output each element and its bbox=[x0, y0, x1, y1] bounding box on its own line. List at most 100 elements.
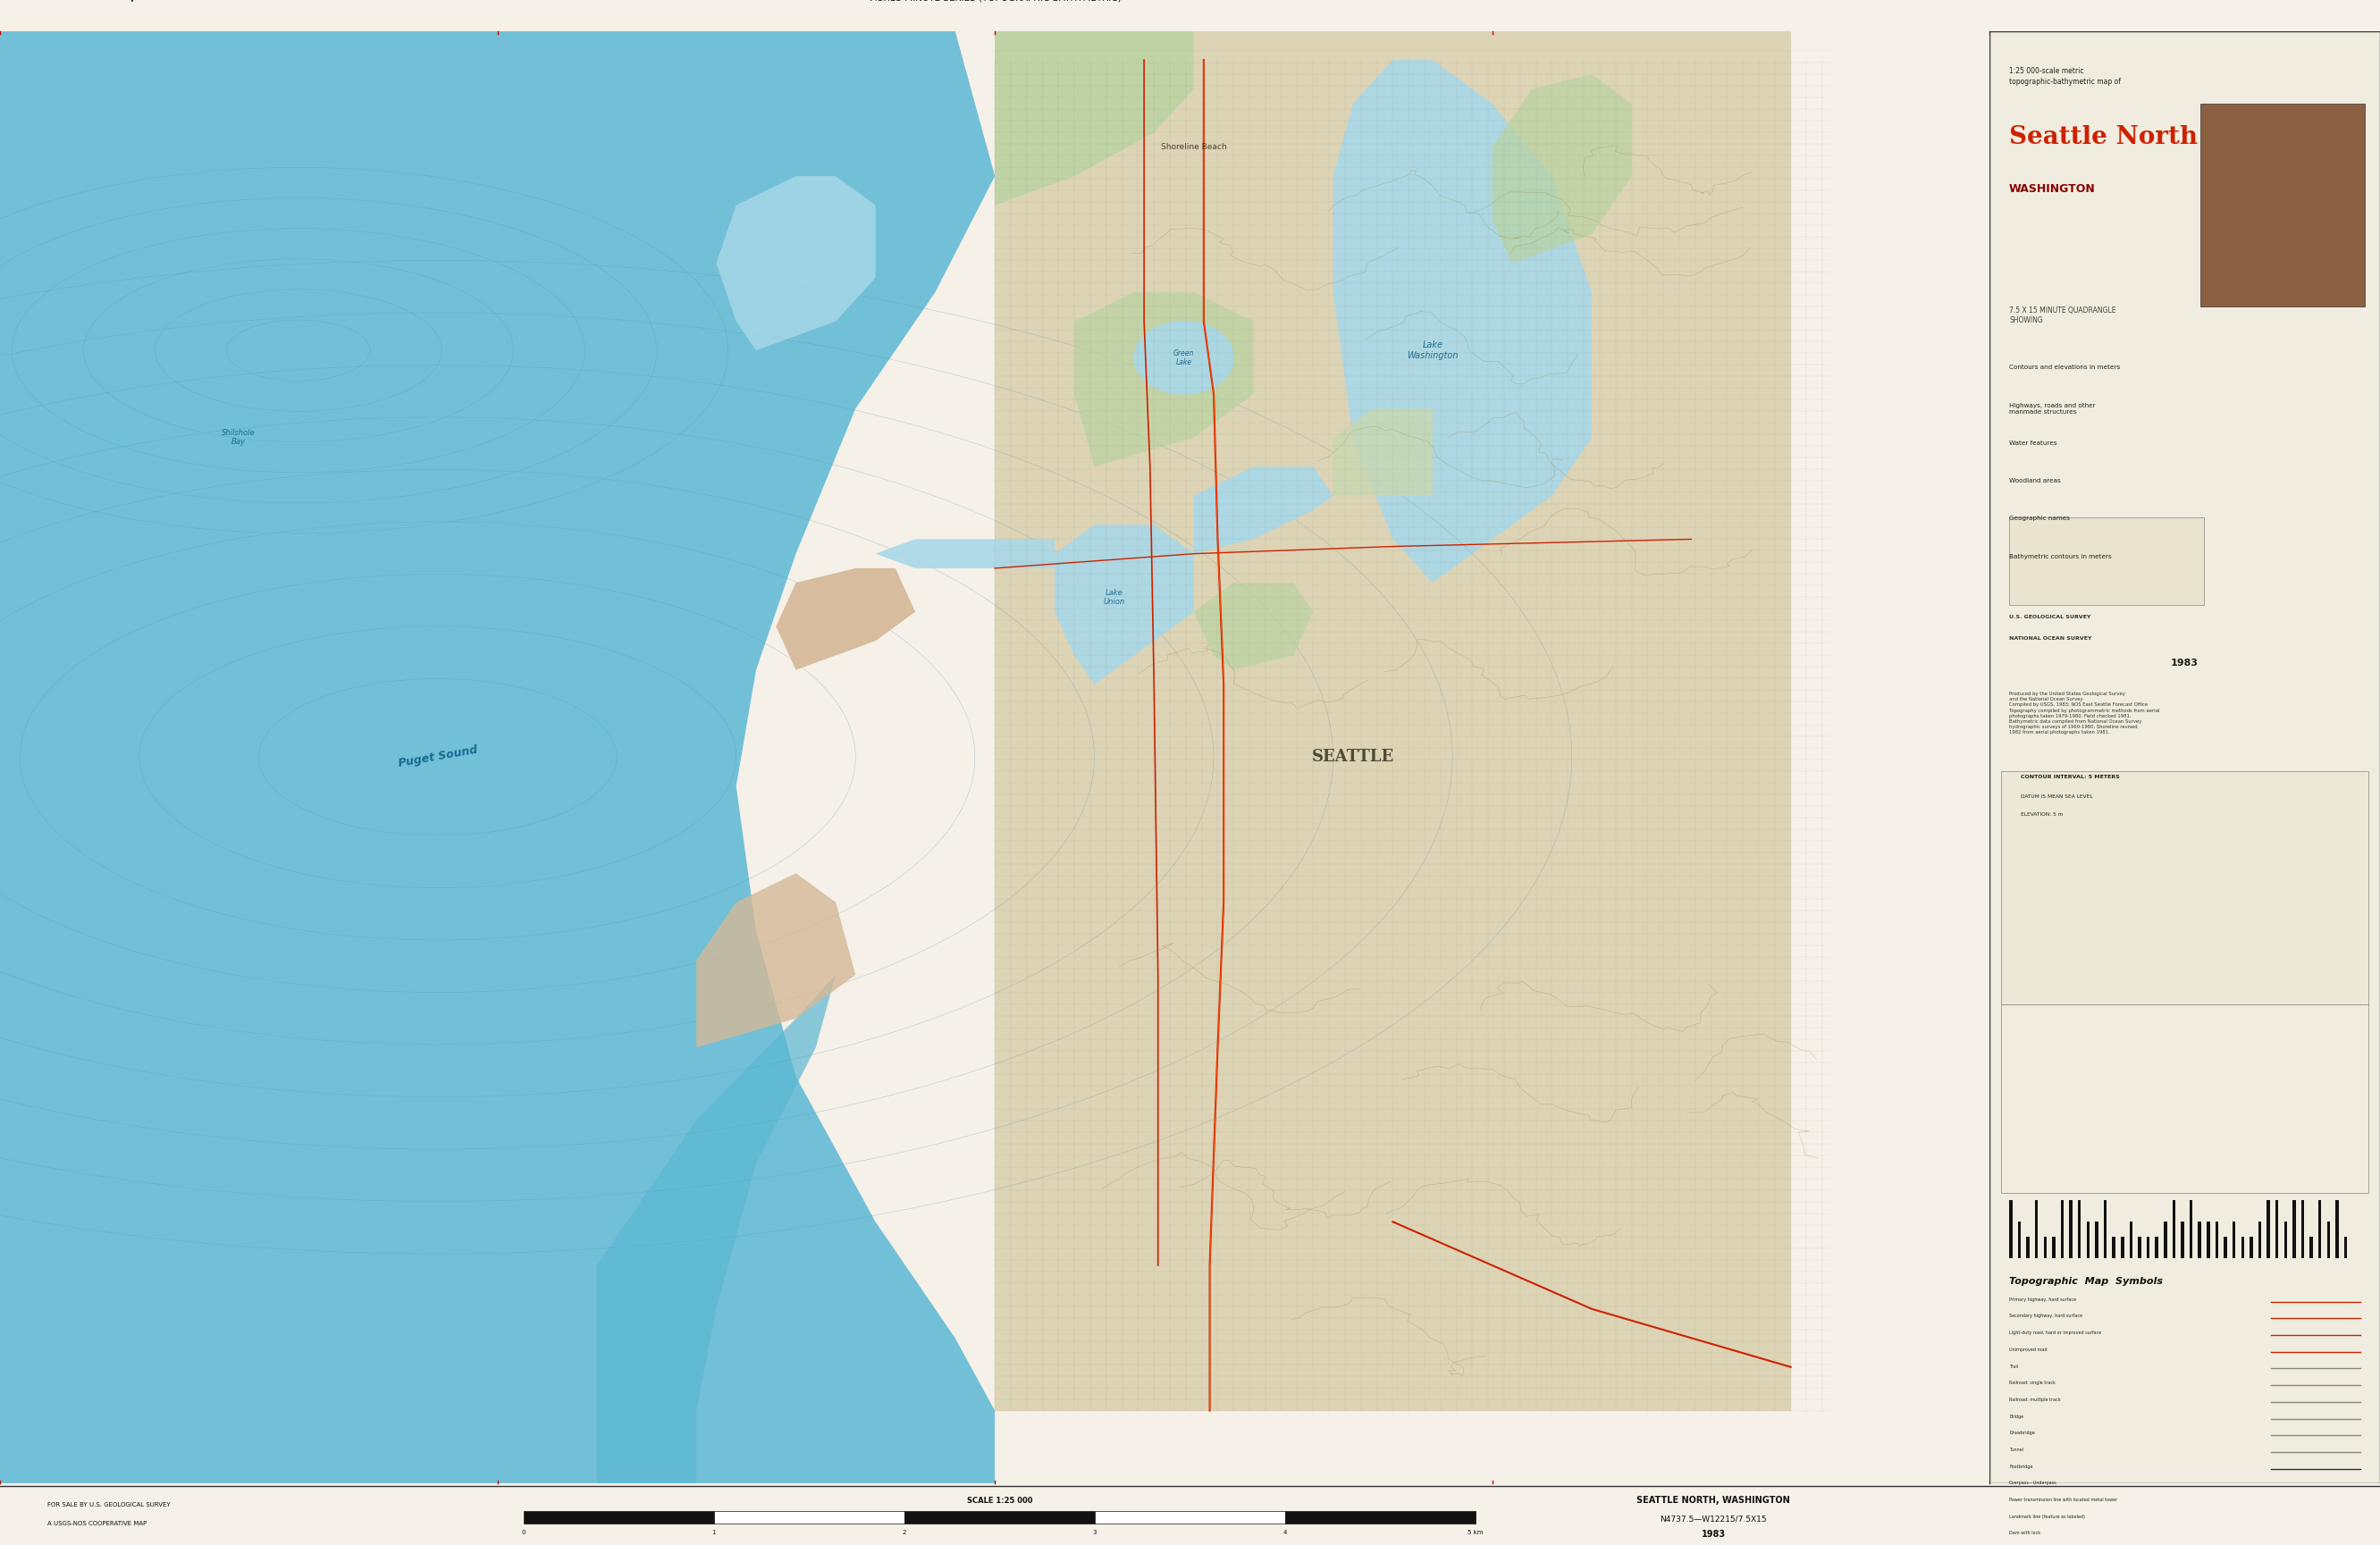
Text: 1: 1 bbox=[712, 1530, 716, 1536]
Circle shape bbox=[1135, 321, 1233, 394]
Text: Landmark line (feature as labeled): Landmark line (feature as labeled) bbox=[2009, 1514, 2085, 1519]
Polygon shape bbox=[716, 176, 876, 351]
Bar bbox=[2104, 1200, 2106, 1258]
Text: ELEVATION: 5 m: ELEVATION: 5 m bbox=[2021, 813, 2063, 817]
Polygon shape bbox=[1073, 292, 1254, 467]
Bar bbox=[2035, 1200, 2037, 1258]
Text: Dam with lock: Dam with lock bbox=[2009, 1531, 2040, 1536]
Bar bbox=[2180, 1222, 2185, 1258]
Bar bbox=[2318, 1200, 2320, 1258]
Text: Puget Sound: Puget Sound bbox=[397, 745, 478, 769]
Bar bbox=[2242, 1236, 2244, 1258]
Bar bbox=[2309, 1236, 2313, 1258]
Text: Bathymetric contours in meters: Bathymetric contours in meters bbox=[2009, 553, 2111, 559]
Text: SEATTLE NORTH, WASHINGTON: SEATTLE NORTH, WASHINGTON bbox=[1637, 1496, 1790, 1505]
Bar bbox=[2052, 1236, 2056, 1258]
Bar bbox=[2266, 1200, 2271, 1258]
Bar bbox=[2009, 518, 2204, 604]
Text: Primary highway, hard surface: Primary highway, hard surface bbox=[2009, 1298, 2075, 1302]
Bar bbox=[2061, 1200, 2063, 1258]
Text: DATUM IS MEAN SEA LEVEL: DATUM IS MEAN SEA LEVEL bbox=[2021, 794, 2092, 799]
Bar bbox=[1285, 1511, 1476, 1523]
Bar bbox=[2301, 1200, 2304, 1258]
Bar bbox=[2111, 1236, 2116, 1258]
Bar bbox=[2137, 1236, 2142, 1258]
Text: FOR SALE BY U.S. GEOLOGICAL SURVEY: FOR SALE BY U.S. GEOLOGICAL SURVEY bbox=[48, 1502, 171, 1508]
Bar bbox=[2206, 1222, 2209, 1258]
Text: Overpass—Underpass: Overpass—Underpass bbox=[2009, 1482, 2056, 1485]
Text: Contours and elevations in meters: Contours and elevations in meters bbox=[2009, 365, 2121, 371]
Text: N4737.5—W12215/7.5X15: N4737.5—W12215/7.5X15 bbox=[1661, 1516, 1766, 1523]
Text: 7.5 X 15 MINUTE QUADRANGLE
SHOWING: 7.5 X 15 MINUTE QUADRANGLE SHOWING bbox=[2009, 307, 2116, 324]
Text: U.S. GEOLOGICAL SURVEY: U.S. GEOLOGICAL SURVEY bbox=[2009, 615, 2092, 620]
Polygon shape bbox=[1054, 525, 1195, 684]
Bar bbox=[2094, 1222, 2099, 1258]
Bar bbox=[2009, 1200, 2013, 1258]
Bar bbox=[2285, 1222, 2287, 1258]
Bar bbox=[2121, 1236, 2123, 1258]
Polygon shape bbox=[1333, 408, 1433, 496]
Bar bbox=[2190, 1200, 2192, 1258]
Bar bbox=[2173, 1200, 2175, 1258]
Text: CONTOUR INTERVAL: 5 METERS: CONTOUR INTERVAL: 5 METERS bbox=[2021, 774, 2121, 779]
Bar bbox=[2078, 1200, 2080, 1258]
Bar bbox=[2018, 1222, 2021, 1258]
FancyBboxPatch shape bbox=[1990, 31, 2380, 1483]
Text: Secondary highway, hard surface: Secondary highway, hard surface bbox=[2009, 1313, 2082, 1318]
Bar bbox=[2335, 1200, 2340, 1258]
Text: Highways, roads and other
manmade structures: Highways, roads and other manmade struct… bbox=[2009, 403, 2094, 414]
Text: Railroad: single track: Railroad: single track bbox=[2009, 1381, 2056, 1386]
Text: Green
Lake: Green Lake bbox=[1173, 349, 1195, 366]
Bar bbox=[2292, 1200, 2297, 1258]
Text: SEATTLE NORTH, WASHINGTON: SEATTLE NORTH, WASHINGTON bbox=[40, 0, 214, 2]
Text: WASHINGTON: WASHINGTON bbox=[2009, 184, 2097, 195]
Text: Power transmission line with located metal tower: Power transmission line with located met… bbox=[2009, 1497, 2118, 1502]
Bar bbox=[714, 1511, 904, 1523]
Text: Seattle North: Seattle North bbox=[2009, 125, 2197, 150]
Text: Lake
Union: Lake Union bbox=[1104, 589, 1126, 606]
Polygon shape bbox=[876, 539, 1054, 569]
Polygon shape bbox=[1195, 582, 1314, 671]
Text: A USGS-NOS COOPERATIVE MAP: A USGS-NOS COOPERATIVE MAP bbox=[48, 1520, 148, 1526]
Bar bbox=[2025, 1236, 2030, 1258]
Polygon shape bbox=[597, 975, 835, 1483]
Bar bbox=[524, 1511, 714, 1523]
Bar bbox=[2216, 1222, 2218, 1258]
Bar bbox=[2068, 1200, 2073, 1258]
Bar bbox=[2087, 1222, 2090, 1258]
Bar bbox=[2199, 1222, 2202, 1258]
Text: Shoreline Beach: Shoreline Beach bbox=[1161, 144, 1226, 151]
Text: NATIONAL OCEAN SURVEY: NATIONAL OCEAN SURVEY bbox=[2009, 637, 2092, 641]
Text: Light-duty road, hard or improved surface: Light-duty road, hard or improved surfac… bbox=[2009, 1330, 2102, 1335]
Bar bbox=[2275, 1200, 2278, 1258]
Bar bbox=[2044, 1236, 2047, 1258]
Polygon shape bbox=[995, 31, 1790, 1411]
Polygon shape bbox=[1195, 467, 1333, 553]
Text: Topographic  Map  Symbols: Topographic Map Symbols bbox=[2009, 1278, 2163, 1285]
FancyBboxPatch shape bbox=[2202, 104, 2363, 307]
Text: SEATTLE: SEATTLE bbox=[1311, 749, 1395, 765]
Bar bbox=[1095, 1511, 1285, 1523]
Bar bbox=[2259, 1222, 2261, 1258]
Text: 4: 4 bbox=[1283, 1530, 1288, 1536]
Text: Shilshole
Bay: Shilshole Bay bbox=[221, 430, 255, 447]
Bar bbox=[2328, 1222, 2330, 1258]
Text: Produced by the United States Geological Survey
and the National Ocean Survey
Co: Produced by the United States Geological… bbox=[2009, 692, 2159, 735]
Text: 1983: 1983 bbox=[2171, 658, 2199, 667]
Text: Tunnel: Tunnel bbox=[2009, 1448, 2023, 1452]
Text: 1983: 1983 bbox=[1702, 1530, 1726, 1539]
Polygon shape bbox=[1333, 60, 1592, 582]
Polygon shape bbox=[697, 873, 854, 1048]
Text: 2: 2 bbox=[902, 1530, 907, 1536]
Bar bbox=[2232, 1222, 2235, 1258]
Text: Drawbridge: Drawbridge bbox=[2009, 1431, 2035, 1435]
Bar bbox=[904, 1511, 1095, 1523]
Bar bbox=[2130, 1222, 2132, 1258]
Text: Railroad: multiple track: Railroad: multiple track bbox=[2009, 1398, 2061, 1401]
Text: 5 km: 5 km bbox=[1468, 1530, 1483, 1536]
Bar bbox=[2002, 1004, 2368, 1193]
Bar bbox=[2249, 1236, 2254, 1258]
Polygon shape bbox=[1492, 74, 1633, 263]
Bar bbox=[2147, 1236, 2149, 1258]
Text: Water features: Water features bbox=[2009, 440, 2056, 447]
